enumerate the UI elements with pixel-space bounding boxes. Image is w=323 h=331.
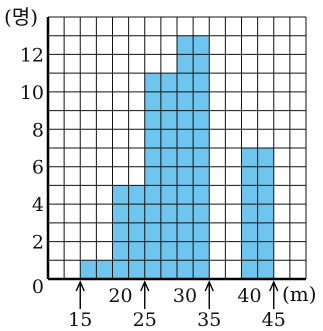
y-tick-label: 4 [32, 194, 44, 216]
x-tick-label-lower: 45 [262, 309, 286, 331]
x-tick-label-lower: 15 [68, 309, 92, 331]
x-tick-label-lower: 35 [197, 309, 221, 331]
x-tick-arrow-head [269, 280, 279, 292]
x-tick-label-upper: 20 [108, 285, 132, 307]
x-tick-label-upper: 30 [173, 285, 197, 307]
y-tick-label: 10 [20, 82, 44, 104]
x-axis-label: (m) [282, 282, 317, 306]
y-axis-label: (명) [4, 5, 38, 29]
y-tick-label: 0 [32, 276, 44, 298]
y-tick-label: 8 [32, 119, 44, 141]
y-tick-label: 12 [20, 44, 44, 66]
tick-labels: 0 2 4 6 8 10 12 20 30 40 15 25 35 45 [20, 44, 286, 331]
y-tick-label: 6 [32, 157, 44, 179]
x-tick-arrow-head [140, 280, 150, 292]
x-tick-arrow-head [75, 280, 85, 292]
y-tick-label: 2 [32, 232, 44, 254]
axes [46, 17, 306, 281]
x-tick-label-lower: 25 [133, 309, 157, 331]
x-tick-arrow-head [204, 280, 214, 292]
x-tick-label-upper: 40 [237, 285, 261, 307]
